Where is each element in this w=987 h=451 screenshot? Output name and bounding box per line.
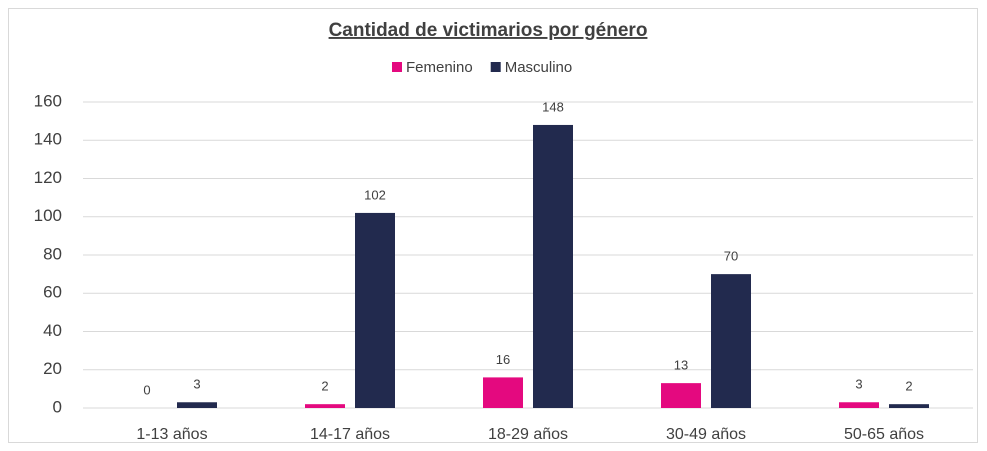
bar (177, 402, 217, 408)
bar (533, 124, 573, 408)
x-tick-label: 50-65 años (844, 426, 924, 443)
data-label: 102 (364, 187, 386, 202)
y-tick-label: 20 (43, 359, 62, 378)
bar (483, 377, 523, 408)
data-label: 70 (724, 249, 738, 264)
data-label: 148 (542, 99, 564, 114)
y-tick-label: 160 (34, 91, 62, 110)
data-label: 2 (905, 379, 912, 394)
bar (661, 383, 701, 408)
y-tick-label: 100 (34, 206, 62, 225)
y-tick-label: 0 (53, 397, 62, 416)
x-tick-label: 1-13 años (136, 426, 207, 443)
bar (355, 212, 395, 408)
bar (305, 404, 345, 408)
chart-title: Cantidad de victimarios por género (329, 20, 648, 41)
bar (711, 274, 751, 408)
data-label: 0 (143, 382, 150, 397)
data-label: 16 (496, 352, 510, 367)
x-tick-label: 18-29 años (488, 426, 568, 443)
y-tick-label: 140 (34, 130, 62, 149)
legend-label: Femenino (406, 59, 473, 76)
data-label: 3 (855, 377, 862, 392)
data-label: 2 (321, 379, 328, 394)
legend-label: Masculino (505, 59, 573, 76)
bar (839, 402, 879, 408)
y-tick-label: 120 (34, 168, 62, 187)
x-tick-label: 30-49 años (666, 426, 746, 443)
y-tick-label: 80 (43, 244, 62, 263)
data-label: 13 (674, 358, 688, 373)
legend-swatch (490, 62, 501, 72)
legend-swatch (392, 62, 402, 72)
x-tick-label: 14-17 años (310, 426, 390, 443)
data-label: 3 (193, 377, 200, 392)
bar (889, 404, 929, 408)
y-tick-label: 60 (43, 283, 62, 302)
y-tick-label: 40 (43, 321, 62, 340)
